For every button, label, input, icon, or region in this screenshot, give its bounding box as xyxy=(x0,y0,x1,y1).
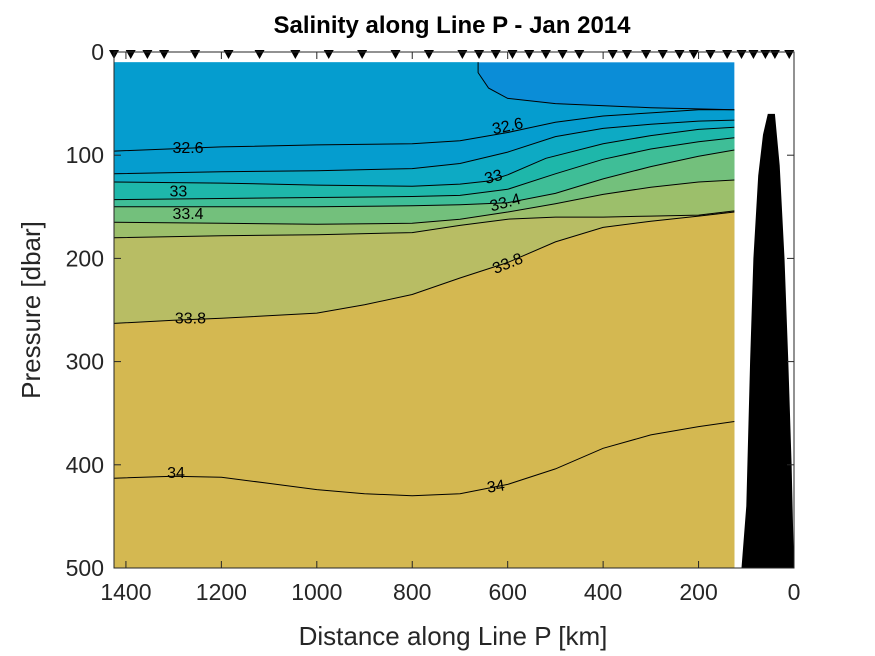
contour-line xyxy=(114,421,735,497)
contour-label: 33.8 xyxy=(175,310,206,327)
x-tick-label: 200 xyxy=(679,579,717,605)
y-axis-label: Pressure [dbar] xyxy=(16,221,46,399)
fill-band xyxy=(114,421,735,568)
contour-label-text: 33 xyxy=(483,167,505,188)
y-tick-label: 100 xyxy=(66,142,104,168)
contour-label-text: 33.8 xyxy=(175,310,206,327)
x-tick-label: 0 xyxy=(788,579,801,605)
contour-line xyxy=(114,149,735,208)
contour-lines xyxy=(114,62,735,497)
contour-line xyxy=(114,126,735,187)
contour-label-text: 33 xyxy=(170,183,188,200)
contour-line xyxy=(114,119,735,175)
contour-line xyxy=(114,109,735,152)
y-tick-label: 500 xyxy=(66,555,104,581)
x-tick-label: 1000 xyxy=(291,579,342,605)
contour-line xyxy=(114,179,735,225)
chart-title: Salinity along Line P - Jan 2014 xyxy=(273,12,631,39)
contour-label: 33 xyxy=(483,167,505,188)
y-tick-label: 0 xyxy=(91,39,104,65)
contour-label-text: 32.6 xyxy=(491,115,525,138)
contour-line xyxy=(114,137,735,201)
contour-label: 34 xyxy=(486,477,506,496)
contour-line xyxy=(477,62,735,111)
contour-label-text: 33.4 xyxy=(172,206,203,223)
x-tick-label: 600 xyxy=(488,579,526,605)
x-tick-label: 1400 xyxy=(100,579,151,605)
contour-label: 34 xyxy=(167,465,185,482)
y-tick-label: 300 xyxy=(66,349,104,375)
x-tick-label: 1200 xyxy=(196,579,247,605)
seafloor xyxy=(741,113,794,568)
x-tick-label: 800 xyxy=(393,579,431,605)
bathymetry xyxy=(741,113,794,568)
contour-label: 32.6 xyxy=(172,140,203,157)
contour-label: 33.4 xyxy=(172,206,203,223)
x-tick-label: 400 xyxy=(584,579,622,605)
contour-label: 33 xyxy=(170,183,188,200)
y-tick-label: 200 xyxy=(66,245,104,271)
axes: 1400 1200 1000 800 600 400 200 0 0 100 200 300 400 50… xyxy=(66,39,801,605)
contour-label-text: 34 xyxy=(167,465,185,482)
contour-label: 32.6 xyxy=(491,115,525,138)
contour-line xyxy=(114,210,735,239)
x-axis-label: Distance along Line P [km] xyxy=(299,621,608,651)
contour-line xyxy=(114,211,735,324)
axes-box xyxy=(113,51,795,569)
y-tick-label: 400 xyxy=(66,452,104,478)
contour-label-text: 34 xyxy=(486,477,506,496)
contour-label-text: 32.6 xyxy=(172,140,203,157)
filled-contours xyxy=(114,62,735,568)
